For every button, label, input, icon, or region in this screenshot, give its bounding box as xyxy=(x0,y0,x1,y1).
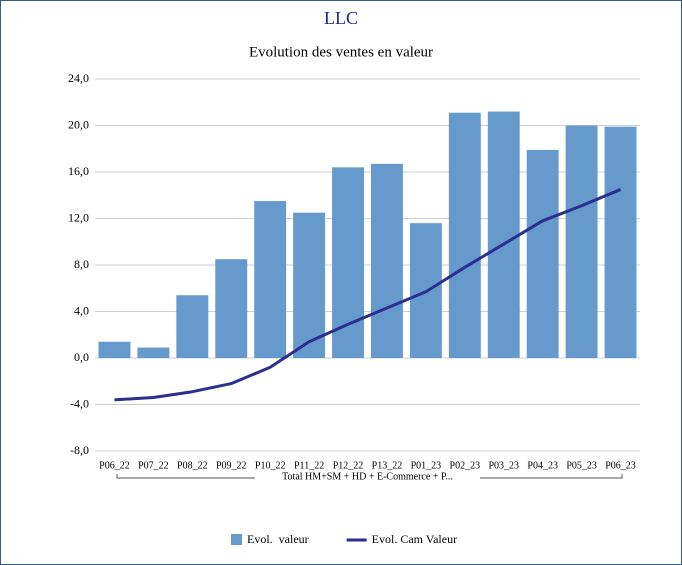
y-tick-label: -4,0 xyxy=(70,396,89,410)
legend-label: Evol. Cam Valeur xyxy=(372,532,457,546)
y-tick-label: 4,0 xyxy=(74,303,89,317)
x-tick-label: P11_22 xyxy=(294,460,324,471)
x-tick-label: P13_22 xyxy=(372,460,403,471)
x-tick-label: P07_22 xyxy=(138,460,169,471)
x-tick-label: P09_22 xyxy=(216,460,247,471)
x-tick-label: P08_22 xyxy=(177,460,208,471)
legend-label: Evol. valeur xyxy=(247,532,309,546)
y-tick-label: 24,0 xyxy=(68,71,89,85)
bar xyxy=(332,167,364,358)
x-tick-label: P10_22 xyxy=(255,460,286,471)
bar xyxy=(526,149,559,358)
x-tick-label: P03_23 xyxy=(488,460,519,471)
x-tick-label: P06_22 xyxy=(99,460,130,471)
bar xyxy=(176,295,209,358)
bar xyxy=(215,259,248,358)
y-tick-label: 16,0 xyxy=(68,164,89,178)
x-tick-label: P06_23 xyxy=(605,460,636,471)
bar xyxy=(137,347,170,358)
y-tick-label: 12,0 xyxy=(68,210,89,224)
y-tick-label: 20,0 xyxy=(68,117,89,131)
bar xyxy=(371,163,403,358)
line xyxy=(114,188,622,402)
x-tick-label: P05_23 xyxy=(566,460,597,471)
y-tick-label: 0,0 xyxy=(74,350,89,364)
x-tick-label: P02_23 xyxy=(450,460,481,471)
bar xyxy=(254,201,287,358)
legend-swatch xyxy=(231,534,242,545)
bar xyxy=(448,112,481,359)
x-tick-label: P01_23 xyxy=(411,460,442,471)
bar xyxy=(604,126,637,358)
bar xyxy=(293,212,326,358)
bar xyxy=(98,341,131,358)
group-label: Total HM+SM + HD + E-Commerce + P... xyxy=(282,471,453,482)
bar xyxy=(487,111,520,358)
chart-title: LLC xyxy=(324,8,358,28)
bar xyxy=(565,125,598,358)
group-bracket xyxy=(116,474,623,479)
x-tick-label: P12_22 xyxy=(333,460,364,471)
chart-subtitle: Evolution des ventes en valeur xyxy=(249,44,433,60)
x-tick-label: P04_23 xyxy=(527,460,558,471)
y-tick-label: -8,0 xyxy=(70,443,89,457)
y-tick-label: 8,0 xyxy=(74,257,89,271)
